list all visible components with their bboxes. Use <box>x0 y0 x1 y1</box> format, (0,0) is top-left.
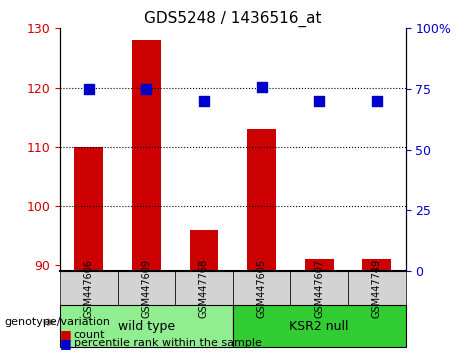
FancyBboxPatch shape <box>348 271 406 305</box>
Text: GSM447768: GSM447768 <box>199 258 209 318</box>
FancyBboxPatch shape <box>233 271 290 305</box>
Text: GSM447607: GSM447607 <box>314 258 324 318</box>
Point <box>85 86 92 92</box>
Bar <box>74 147 103 271</box>
Text: ■: ■ <box>60 328 71 341</box>
Text: GSM447749: GSM447749 <box>372 258 382 318</box>
Text: count: count <box>74 330 105 339</box>
Text: KSR2 null: KSR2 null <box>290 320 349 332</box>
Point <box>315 98 323 104</box>
Text: GSM447609: GSM447609 <box>142 259 151 318</box>
Point <box>258 84 266 90</box>
Point <box>142 86 150 92</box>
Text: wild type: wild type <box>118 320 175 332</box>
Bar <box>189 230 219 271</box>
Point <box>200 98 207 104</box>
Bar <box>247 129 276 271</box>
FancyBboxPatch shape <box>233 305 406 347</box>
Text: GSM447605: GSM447605 <box>257 258 266 318</box>
FancyBboxPatch shape <box>60 271 118 305</box>
Title: GDS5248 / 1436516_at: GDS5248 / 1436516_at <box>144 11 322 27</box>
Text: ■: ■ <box>60 337 71 350</box>
Bar <box>362 259 391 271</box>
Bar <box>305 259 334 271</box>
FancyBboxPatch shape <box>118 271 175 305</box>
FancyBboxPatch shape <box>175 271 233 305</box>
Text: percentile rank within the sample: percentile rank within the sample <box>74 338 262 348</box>
Bar <box>132 40 161 271</box>
FancyBboxPatch shape <box>60 305 233 347</box>
FancyBboxPatch shape <box>290 271 348 305</box>
Text: GSM447606: GSM447606 <box>84 259 94 318</box>
Point <box>373 98 381 104</box>
Text: genotype/variation: genotype/variation <box>5 317 111 327</box>
